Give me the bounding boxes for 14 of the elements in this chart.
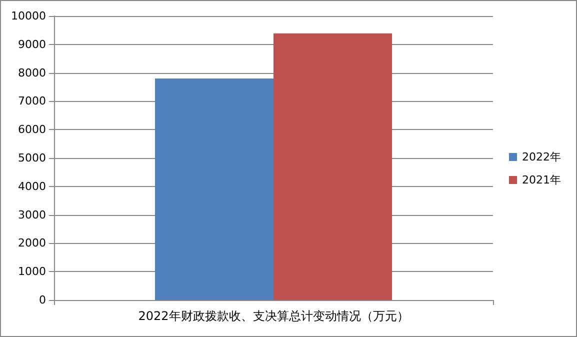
x-tick-label: 2022年财政拨款收、支决算总计变动情况（万元）: [138, 309, 409, 323]
y-tick-label: 6000: [18, 123, 46, 136]
y-tick-label: 2000: [18, 236, 46, 250]
y-tick-label: 5000: [18, 152, 46, 164]
y-tick-label: 9000: [18, 38, 46, 51]
y-tick-label: 8000: [18, 66, 46, 80]
y-tick-label: 0: [39, 294, 46, 306]
y-tick-label: 7000: [18, 94, 46, 108]
y-tick-label: 4000: [18, 180, 46, 193]
y-tick-label: 3000: [18, 208, 46, 222]
legend-label: 2021年: [522, 174, 562, 186]
y-tick-label: 1000: [18, 265, 46, 278]
legend-label: 2022年: [522, 150, 562, 164]
y-tick-label: 10000: [11, 10, 46, 22]
